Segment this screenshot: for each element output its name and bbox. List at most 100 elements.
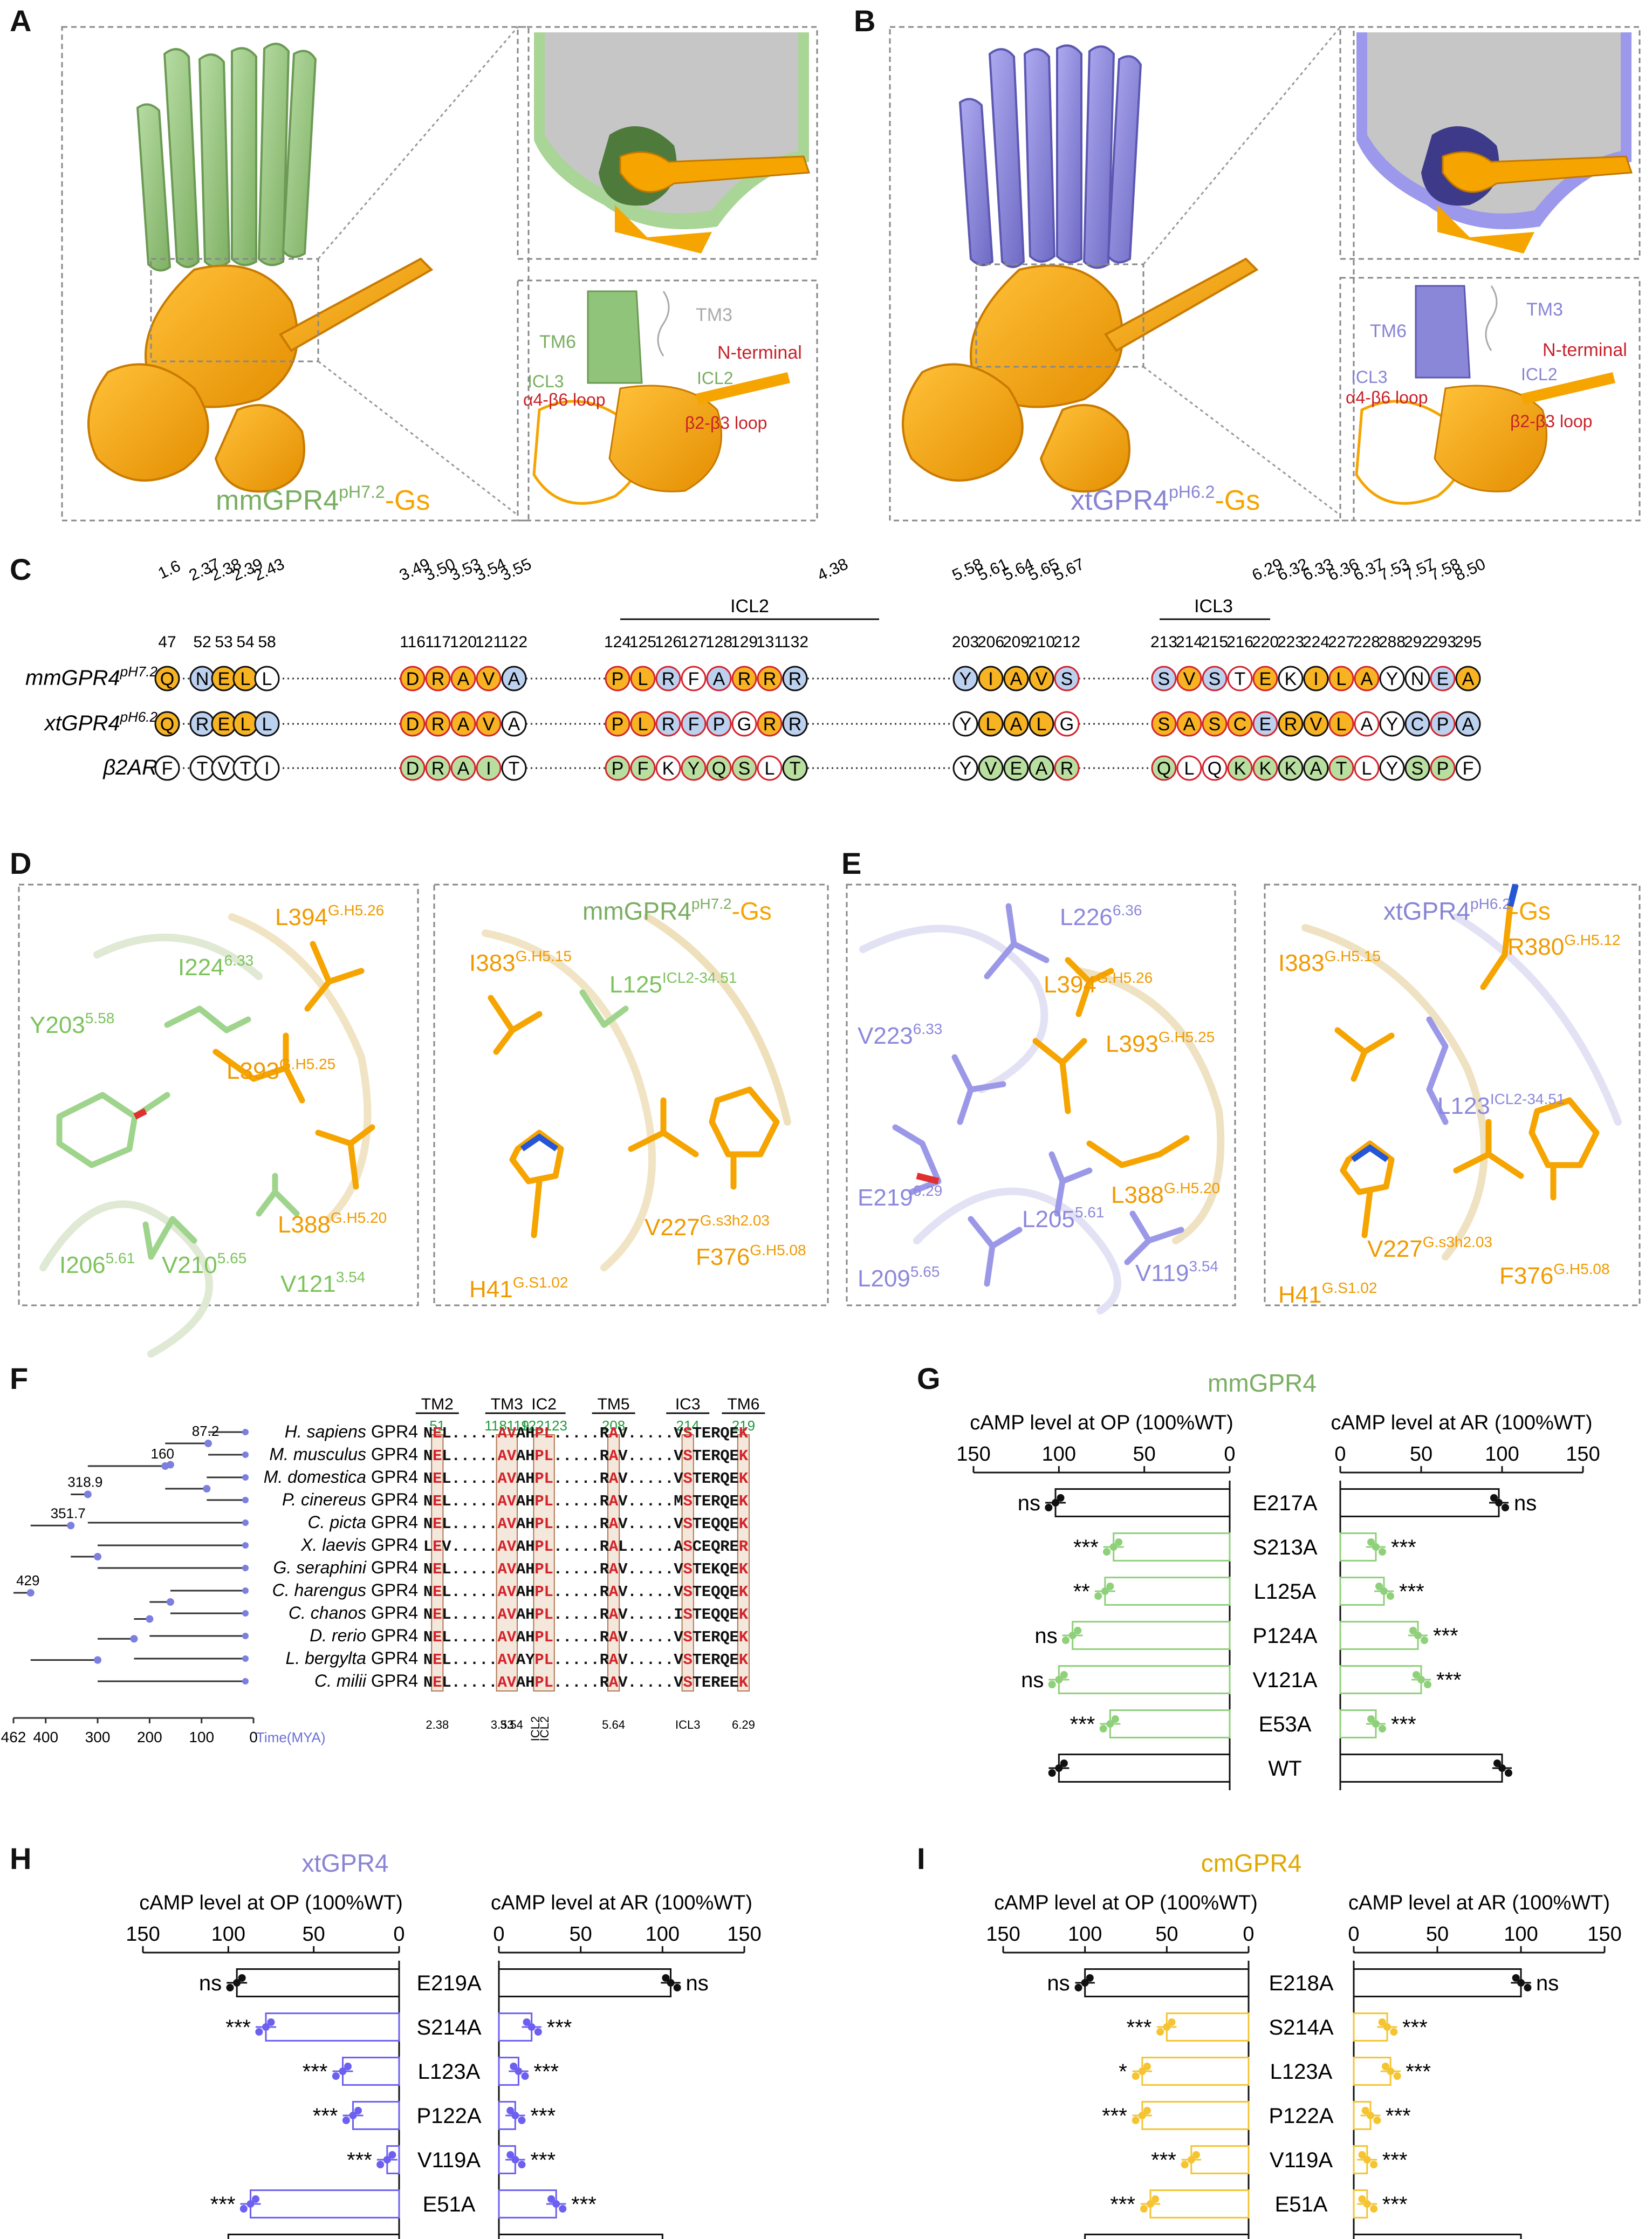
alignment-residue: E: [702, 1606, 711, 1624]
panel-d-ribbons: [39, 913, 791, 1358]
alignment-residue: Q: [711, 1515, 720, 1533]
op-data-point: [1048, 1681, 1056, 1688]
alignment-residue: A: [609, 1470, 619, 1488]
panel-a-surface-box: [517, 26, 818, 260]
panel-a-connector-2: [318, 360, 518, 516]
op-tick-label: 50: [1155, 1923, 1178, 1946]
op-data-point: [1143, 2107, 1151, 2114]
alignment-residue: R: [600, 1606, 609, 1624]
chart-h: xtGPR4 cAMP level at OP (100%WT) cAMP leve…: [126, 1849, 762, 2239]
residue-number: 120: [450, 633, 477, 651]
species-name: G. seraphini: [273, 1558, 371, 1577]
residue-number: 128: [705, 633, 732, 651]
ar-data-point: [1490, 1494, 1498, 1502]
alignment-residue: L: [544, 1651, 553, 1669]
ar-tick-label: 0: [1348, 1923, 1359, 1946]
op-significance: ***: [210, 2193, 236, 2216]
alignment-residue: A: [516, 1425, 526, 1442]
alignment-residue: L: [544, 1447, 553, 1465]
residue-letter: L: [262, 714, 272, 735]
title-suffix: -Gs: [1511, 897, 1551, 925]
alignment-residue: K: [739, 1515, 749, 1533]
alignment-residue: P: [534, 1470, 544, 1488]
residue-circle: [1029, 711, 1054, 737]
residue-number: 210: [1028, 633, 1055, 651]
alignment-residue: Q: [720, 1447, 729, 1465]
op-significance: ***: [347, 2148, 372, 2172]
op-data-point: [1143, 2063, 1151, 2070]
alignment-residue: N: [423, 1470, 433, 1488]
alignment-residue: A: [497, 1651, 507, 1669]
alignment-residue: S: [683, 1560, 692, 1578]
ar-data-point: [1358, 2195, 1366, 2203]
mutant-label: E53A: [1259, 1713, 1312, 1736]
alignment-residue: .: [627, 1628, 636, 1646]
alignment-residue: V: [507, 1492, 517, 1510]
alignment-residue: .: [655, 1515, 664, 1533]
alignment-residue: H: [525, 1674, 534, 1692]
residue-index: 5.58: [85, 1010, 115, 1026]
a-icl2-label: ICL2: [697, 368, 734, 388]
gene-name: GPR4: [371, 1626, 418, 1645]
residue-name: L209: [858, 1265, 910, 1292]
row-sup: pH6.2: [120, 709, 158, 725]
residue-letter: L: [765, 758, 775, 779]
mutant-label: P124A: [1252, 1624, 1317, 1648]
alignment-residue: .: [572, 1447, 581, 1465]
mutant-label: V119A: [417, 2148, 481, 2172]
tree-tip: [242, 1565, 249, 1571]
alignment-residue: .: [655, 1470, 664, 1488]
residue-index: G.H5.26: [1096, 969, 1153, 986]
residue-number: 215: [1201, 633, 1228, 651]
residue-circle: [1054, 755, 1080, 781]
residue-name: F376: [1499, 1263, 1553, 1289]
residue-circle: [1430, 755, 1456, 781]
row-sup: pH7.2: [120, 663, 158, 680]
alignment-residue: L: [442, 1606, 451, 1624]
alignment-residue: E: [433, 1515, 442, 1533]
ar-significance: ***: [1402, 2016, 1428, 2039]
alignment-residue: .: [553, 1674, 563, 1692]
ar-bar: [1339, 1754, 1503, 1783]
residue-circle: [1455, 755, 1481, 781]
alignment-residue: .: [572, 1515, 581, 1533]
ar-bar: [1353, 2234, 1522, 2239]
alignment-region-header: TM3: [491, 1395, 523, 1413]
alignment-residue: E: [729, 1651, 738, 1669]
alignment-residue: .: [479, 1606, 488, 1624]
op-data-point: [342, 2117, 350, 2124]
alignment-residue: .: [470, 1447, 479, 1465]
species-name: C. harengus: [272, 1580, 371, 1600]
residue-index: G.S1.02: [513, 1274, 568, 1291]
residue-letter: T: [509, 758, 520, 779]
alignment-residue: .: [461, 1470, 470, 1488]
residue-circle: [1404, 755, 1430, 781]
op-bar: [1058, 1665, 1231, 1694]
alignment-residue: .: [664, 1515, 674, 1533]
alignment-residue: .: [470, 1538, 479, 1556]
tree-tip: [242, 1474, 249, 1481]
ar-tick-label: 0: [493, 1923, 504, 1946]
alignment-residue: E: [433, 1538, 442, 1556]
alignment-residue: V: [674, 1628, 683, 1646]
alignment-residue: .: [655, 1492, 664, 1510]
residue-circle: [1404, 711, 1430, 737]
ar-data-point: [662, 1974, 670, 1982]
alignment-residue: .: [590, 1515, 599, 1533]
alignment-residue: L: [618, 1538, 627, 1556]
residue-letter: L: [1336, 669, 1347, 689]
ar-bar: [1339, 1621, 1419, 1650]
residue-circle: [655, 711, 681, 737]
residue-circle: [400, 666, 426, 691]
icl3-header: ICL3: [1194, 596, 1233, 617]
panel-b-main-frame: [889, 26, 1355, 522]
alignment-residue: T: [693, 1447, 702, 1465]
residue-circle: [254, 666, 280, 691]
residue-label: V1193.54: [1135, 1258, 1218, 1286]
op-axis-label: cAMP level at OP (100%WT): [139, 1892, 403, 1914]
residue-circle: [605, 666, 630, 691]
residue-label: L2266.36: [1060, 902, 1142, 930]
alignment-residue: .: [461, 1538, 470, 1556]
alignment-residue: K: [739, 1651, 749, 1669]
ar-data-point: [506, 2151, 515, 2159]
